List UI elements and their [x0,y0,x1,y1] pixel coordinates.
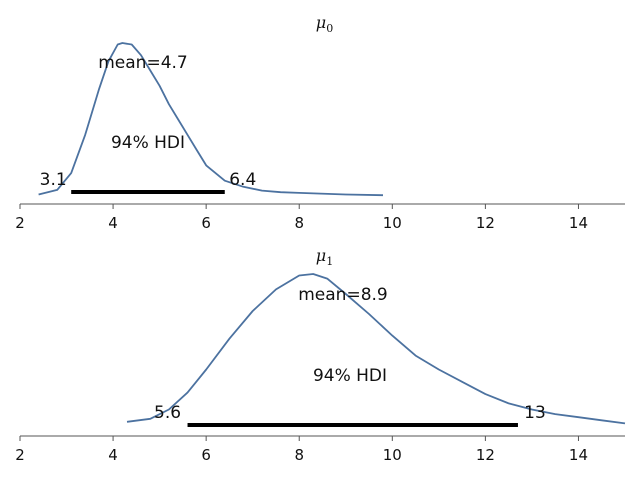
chart-title-1: μ1 [316,246,333,268]
x-tick-label-0-10: 10 [383,214,402,232]
chart-title-0: μ0 [316,13,333,35]
hdi-label-1: 94% HDI [313,366,387,386]
mean-label-0: mean=4.7 [98,53,188,73]
x-tick-label-1-12: 12 [476,446,495,464]
hdi-low-label-0: 3.1 [40,170,67,190]
density-curve-1 [126,273,626,425]
x-tick-label-0-8: 8 [294,214,304,232]
chart-title-subscript-0: 0 [326,22,333,35]
hdi-label-0: 94% HDI [111,133,185,153]
hdi-high-label-0: 6.4 [229,170,256,190]
x-tick-label-0-14: 14 [569,214,588,232]
hdi-low-label-1: 5.6 [154,403,181,423]
x-tick-label-1-10: 10 [383,446,402,464]
x-tick-label-0-6: 6 [201,214,211,232]
mean-label-1: mean=8.9 [298,285,388,305]
x-tick-label-1-8: 8 [294,446,304,464]
x-tick-label-1-14: 14 [569,446,588,464]
x-tick-label-0-2: 2 [15,214,25,232]
density-curve-0 [38,42,384,197]
x-tick-label-1-2: 2 [15,446,25,464]
hdi-high-label-1: 13 [524,403,546,423]
x-tick-label-1-6: 6 [201,446,211,464]
chart-title-subscript-1: 1 [326,255,333,268]
x-tick-label-1-4: 4 [108,446,118,464]
x-tick-label-0-12: 12 [476,214,495,232]
x-tick-label-0-4: 4 [108,214,118,232]
